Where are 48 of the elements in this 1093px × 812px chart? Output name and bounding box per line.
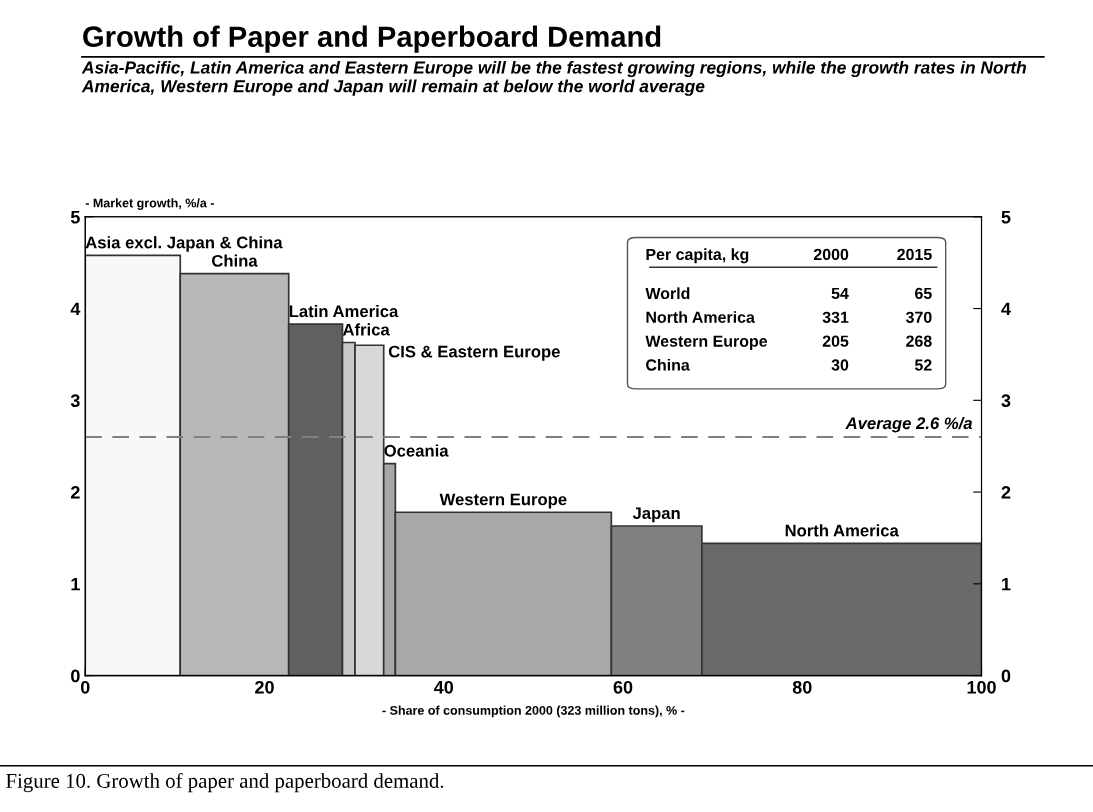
y2-tick-label: 1 <box>1002 577 1011 591</box>
y-tick-label: 0 <box>71 669 80 683</box>
x-tick-label: 40 <box>433 680 454 694</box>
annotation: 268 <box>906 335 932 347</box>
annotation: 52 <box>914 359 932 371</box>
annotation: World <box>645 287 690 300</box>
y-tick-label: 1 <box>71 577 80 591</box>
category-label: North America <box>785 524 899 537</box>
y-tick-label: 4 <box>70 302 81 316</box>
category-label: Western Europe <box>439 493 567 509</box>
category-label: China <box>212 254 258 267</box>
chart-subtitle: Asia-Pacific, Latin America and Eastern Europe will be the fastest growing regions, while the growth rates in North America, Western Europe and Japan will remain at below the world average <box>81 60 1026 96</box>
category-label: Africa <box>342 323 390 336</box>
y-axis-title: - Market growth, %/a - <box>85 198 214 210</box>
y-tick-label: 3 <box>70 394 80 408</box>
annotation: 2015 <box>897 248 932 261</box>
category-label: Japan <box>632 507 680 523</box>
y2-tick-label: 3 <box>1001 394 1011 408</box>
y2-tick-label: 0 <box>1001 669 1011 683</box>
category-label: Asia excl. Japan & China <box>85 236 283 252</box>
x-tick-label: 0 <box>80 680 90 694</box>
annotation: 65 <box>915 287 932 300</box>
annotation: 30 <box>831 359 849 371</box>
category-label: Latin America <box>289 304 399 318</box>
y-tick-label: 5 <box>70 210 80 224</box>
x-tick-label: 100 <box>967 680 996 694</box>
y2-tick-label: 2 <box>1001 486 1011 499</box>
category-label: Oceania <box>384 444 449 457</box>
annotation: 205 <box>822 335 849 347</box>
annotation: China <box>646 358 690 371</box>
caption: Figure 10. Growth of paper and paperboard demand. <box>6 773 444 793</box>
y2-tick-label: 5 <box>1001 210 1011 224</box>
annotation: 2000 <box>813 248 849 261</box>
chart-title: Growth of Paper and Paperboard Demand <box>83 25 661 53</box>
y-tick-label: 2 <box>70 486 80 499</box>
ref-line-label: Average 2.6 %/a <box>845 416 973 433</box>
annotation: 370 <box>905 311 932 323</box>
annotation: North America <box>646 311 755 323</box>
x-tick-label: 60 <box>613 680 633 694</box>
x-tick-label: 20 <box>255 680 274 694</box>
category-label: CIS & Eastern Europe <box>388 345 560 361</box>
annotation: 54 <box>831 287 849 300</box>
annotation: 331 <box>822 311 849 323</box>
annotation: Western Europe <box>645 335 768 350</box>
x-axis-title: - Share of consumption 2000 (323 million tons), % - <box>382 705 685 718</box>
y2-tick-label: 4 <box>1001 302 1011 316</box>
annotation: Per capita, kg <box>646 248 749 264</box>
x-tick-label: 80 <box>792 680 812 694</box>
